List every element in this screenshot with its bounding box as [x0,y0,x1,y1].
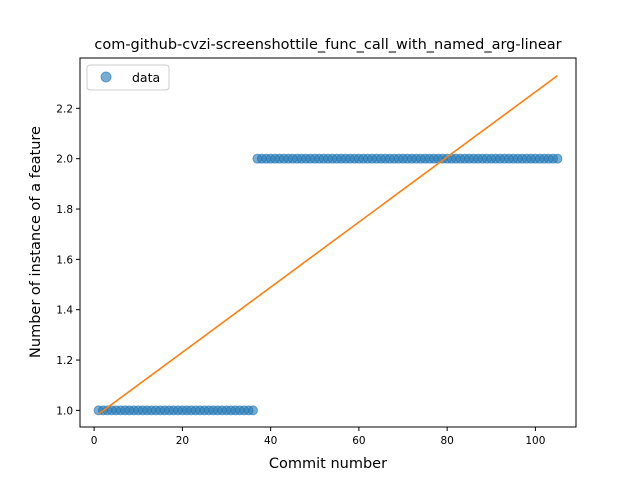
y-tick-label: 1.8 [56,204,73,216]
y-tick-label: 1.4 [56,305,73,317]
axis-ticks: 0 20 40 60 80 100 1.0 1.2 1.4 1.6 1.8 2.0 2.2 [56,103,545,447]
y-tick-label: 2.0 [56,154,73,166]
legend-marker [100,71,112,83]
legend: data [86,64,170,91]
y-tick-label: 1.2 [56,355,73,367]
data-point [247,405,258,416]
plot-area-frame [79,57,577,428]
data-marks [93,74,563,416]
fit-line [98,74,558,415]
x-tick-label: 80 [440,435,453,447]
data-point [552,153,563,164]
chart-title: com-github-cvzi-screenshottile_func_call… [94,37,561,53]
legend-box [86,64,170,91]
x-tick-label: 20 [176,435,189,447]
y-tick-label: 2.2 [56,103,73,115]
x-tick-label: 0 [91,435,98,447]
x-tick-label: 40 [264,435,277,447]
x-tick-label: 60 [352,435,365,447]
y-tick-label: 1.0 [56,405,73,417]
y-axis-label: Number of instance of a feature [28,126,44,358]
legend-label-data: data [132,70,160,85]
x-tick-label: 100 [525,435,545,447]
x-axis-label: Commit number [269,456,387,472]
y-tick-label: 1.6 [56,254,73,266]
